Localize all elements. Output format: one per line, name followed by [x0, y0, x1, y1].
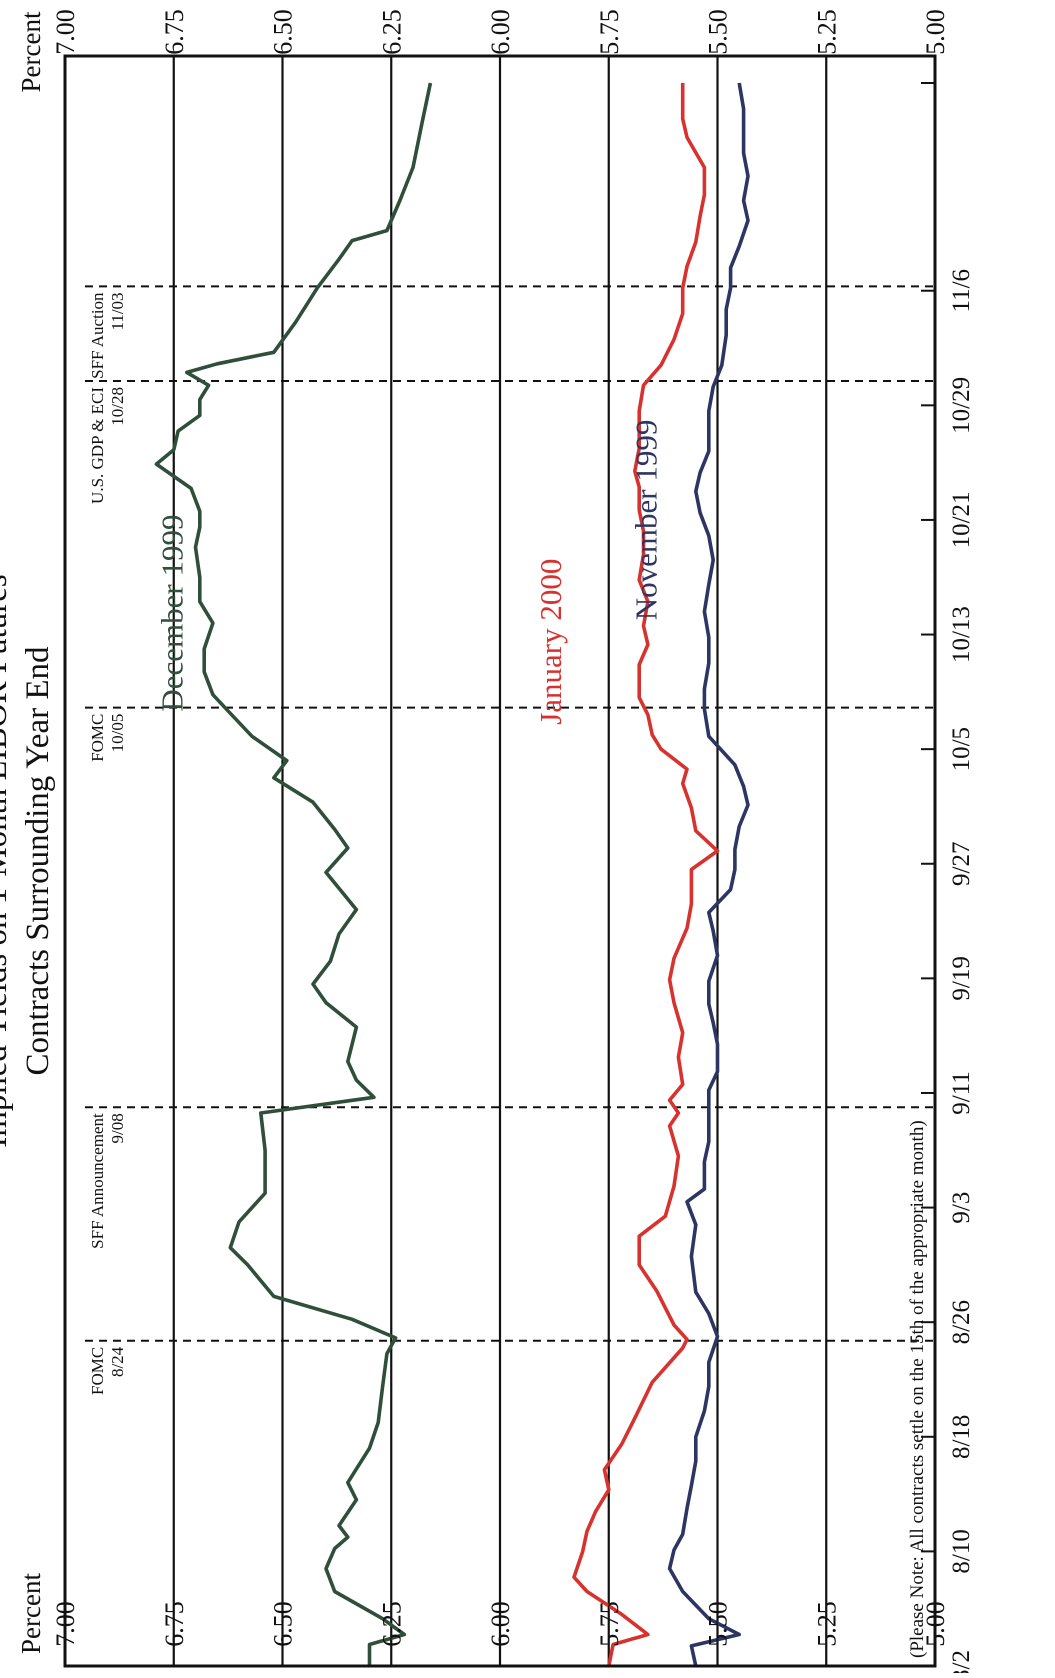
series-line-2: [572, 83, 720, 1667]
event-label: U.S. GDP & ECI: [88, 387, 107, 504]
x-tick-labels: 8/2 8/10 8/18 8/26 9/3 9/11 9/19 9/27 10/5 10/13 1…: [948, 269, 975, 1678]
y-tick-label: 5.25: [812, 9, 841, 55]
y-tick-label: 7.00: [51, 1601, 80, 1647]
x-tick-label: 9/11: [948, 1071, 975, 1115]
y-tick-label: 5.50: [704, 1601, 733, 1647]
x-tick-label: 8/2: [948, 1650, 975, 1673]
chart-note: (Please Note: All contracts settle on th…: [907, 1120, 928, 1658]
x-tick-label: 10/29: [948, 377, 975, 434]
y-tick-label: 7.00: [51, 9, 80, 55]
y-tick-label: 5.00: [921, 9, 950, 55]
event-label: SFF Announcement: [88, 1113, 107, 1249]
y-tick-label: 6.75: [160, 9, 189, 55]
y-tick-label: 5.00: [921, 1601, 950, 1647]
event-label: SFF Auction: [88, 292, 107, 379]
series-line-3: [667, 82, 750, 1667]
y-tick-label: 6.75: [160, 1601, 189, 1647]
x-tick-label: 8/18: [948, 1415, 975, 1459]
x-tick-label: 8/26: [948, 1300, 975, 1344]
y-tick-label: 6.50: [269, 1601, 298, 1647]
event-markers: [85, 285, 935, 1342]
y-tick-label: 6.50: [269, 9, 298, 55]
y-tick-label: 6.25: [377, 9, 406, 55]
y-tick-label: 5.25: [812, 1601, 841, 1647]
event-date: 10/28: [108, 387, 127, 426]
y-tick-label: 6.00: [486, 9, 515, 55]
event-date: 8/24: [108, 1346, 127, 1377]
event-date: 11/03: [108, 292, 127, 330]
y-axis-unit-left: Percent: [16, 1573, 46, 1654]
y-tick-labels-right: 5.00 5.25 5.50 5.75 6.00 6.25 6.50 6.75 7.00: [51, 9, 950, 55]
y-tick-label: 6.00: [486, 1601, 515, 1647]
x-tick-label: 9/27: [948, 842, 975, 886]
x-tick-label: 11/6: [948, 269, 975, 313]
x-tick-label: 10/13: [948, 606, 975, 663]
chart-title: Implied Yields on 1-Month LIBOR Futures: [0, 574, 14, 1148]
x-tick-label: 9/19: [948, 956, 975, 1000]
x-tick-label: 10/21: [948, 491, 975, 548]
y-tick-label: 6.25: [377, 1601, 406, 1647]
x-ticks: [921, 82, 935, 1667]
series-labels: December 1999 January 2000 November 1999: [154, 420, 663, 725]
gridlines: [63, 56, 937, 1666]
y-tick-label: 5.75: [595, 9, 624, 55]
event-label: FOMC: [88, 714, 107, 762]
event-label: FOMC: [88, 1347, 107, 1395]
series-label: December 1999: [154, 514, 189, 711]
x-tick-label: 9/3: [948, 1192, 975, 1224]
series-line-1: [154, 82, 433, 1666]
x-tick-label: 10/5: [948, 727, 975, 771]
y-tick-label: 5.75: [595, 1601, 624, 1647]
event-date: 9/08: [108, 1113, 127, 1143]
plot-frame: [63, 54, 937, 1668]
event-date: 10/05: [108, 714, 127, 753]
y-tick-label: 5.50: [704, 9, 733, 55]
series-label: November 1999: [629, 420, 664, 621]
series-lines: [154, 82, 750, 1667]
series-label: January 2000: [533, 559, 568, 725]
y-axis-unit-right: Percent: [16, 11, 46, 92]
chart-subtitle: Contracts Surrounding Year End: [20, 646, 56, 1075]
x-tick-label: 8/10: [948, 1529, 975, 1573]
y-tick-labels-left: 5.00 5.25 5.50 5.75 6.00 6.25 6.50 6.75 7.00: [51, 1601, 950, 1647]
